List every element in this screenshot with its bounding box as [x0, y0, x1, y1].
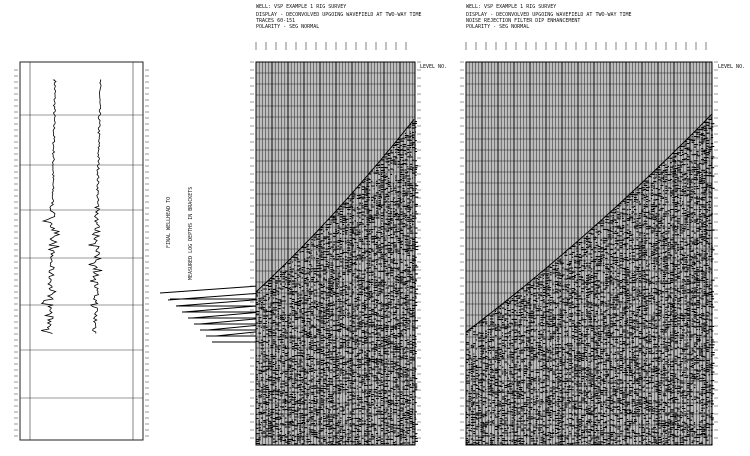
- panel-frame: [255, 61, 416, 446]
- annotation-measured: MEASURED LOG DEPTHS IN BRACKETS: [188, 187, 194, 280]
- seismic-texture: [256, 121, 419, 446]
- annotation-final: FINAL WELLHEAD TO: [166, 197, 172, 248]
- first-break-curve: [465, 113, 713, 333]
- seismic-texture: [466, 117, 715, 446]
- log-curve: [40, 79, 61, 334]
- panel-title: WELL: VSP EXAMPLE 1 RIG SURVEY: [466, 4, 556, 10]
- log-curve: [88, 79, 103, 334]
- level-label: LEVEL NO.: [420, 64, 447, 70]
- level-label: LEVEL NO.: [718, 64, 745, 70]
- panel-line: DISPLAY - DECONVOLVED UPGOING WAVEFIELD …: [466, 12, 632, 18]
- panel-line: NOISE REJECTION FILTER DIP ENHANCEMENT: [466, 18, 580, 24]
- panel-line: POLARITY - SEG NORMAL: [256, 24, 319, 30]
- log-grid: [14, 62, 149, 440]
- seismic-panel: [250, 42, 421, 446]
- panel-header: WELL: VSP EXAMPLE 1 RIG SURVEY DISPLAY -…: [256, 4, 447, 70]
- log-panel: [14, 61, 149, 441]
- log-frame: [19, 61, 144, 441]
- panel-ticks: [460, 42, 718, 439]
- panel-header: WELL: VSP EXAMPLE 1 RIG SURVEY DISPLAY -…: [466, 4, 745, 70]
- panel-ticks: [250, 42, 421, 439]
- first-break-curve: [255, 118, 415, 293]
- panel-line: TRACES 60-151: [256, 18, 295, 24]
- panel-title: WELL: VSP EXAMPLE 1 RIG SURVEY: [256, 4, 346, 10]
- panel-frame: [465, 61, 713, 446]
- seismic-panel: [460, 42, 718, 446]
- panel-line: DISPLAY - DECONVOLVED UPGOING WAVEFIELD …: [256, 12, 422, 18]
- panel-line: POLARITY - SEG NORMAL: [466, 24, 529, 30]
